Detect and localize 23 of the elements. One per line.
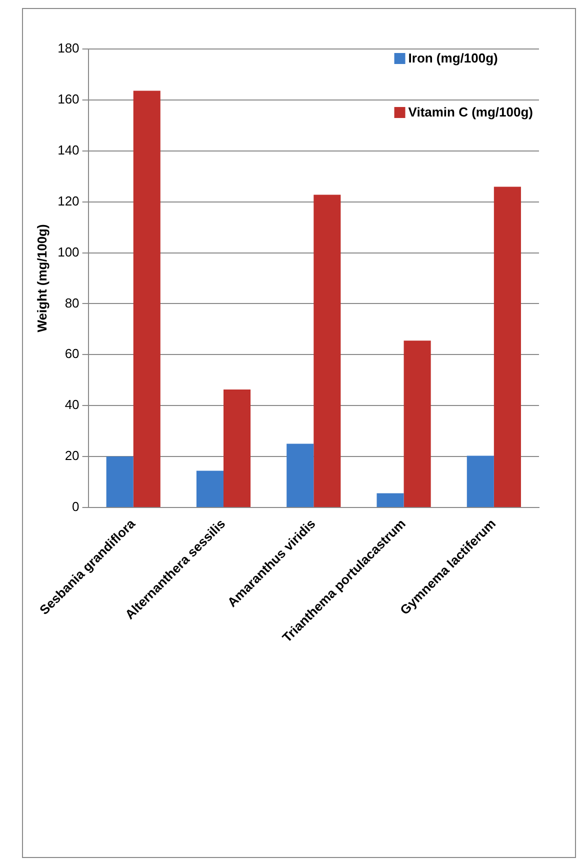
legend-label: Iron (mg/100g) <box>408 50 498 66</box>
y-tick-label: 40 <box>64 397 80 412</box>
bar <box>106 456 134 507</box>
bar <box>404 340 431 507</box>
bar <box>466 456 494 507</box>
bar <box>314 194 341 507</box>
bar <box>196 470 224 507</box>
bar <box>494 186 521 507</box>
legend-label: Vitamin C (mg/100g) <box>408 104 534 120</box>
y-tick-label: 100 <box>58 244 80 260</box>
y-tick-label: 120 <box>58 193 80 208</box>
y-tick-label: 140 <box>58 142 80 158</box>
y-tick-label: 20 <box>64 448 80 464</box>
bar <box>376 493 404 507</box>
y-tick-label: 160 <box>58 92 80 107</box>
y-tick-label: 180 <box>58 40 80 56</box>
bar <box>224 390 251 507</box>
bar <box>286 444 314 507</box>
y-axis-title: Weight (mg/100g) <box>34 224 50 332</box>
y-tick-label: 60 <box>64 346 80 362</box>
bar <box>133 90 160 507</box>
y-tick-label: 0 <box>72 499 80 514</box>
y-tick-label: 80 <box>64 295 80 310</box>
